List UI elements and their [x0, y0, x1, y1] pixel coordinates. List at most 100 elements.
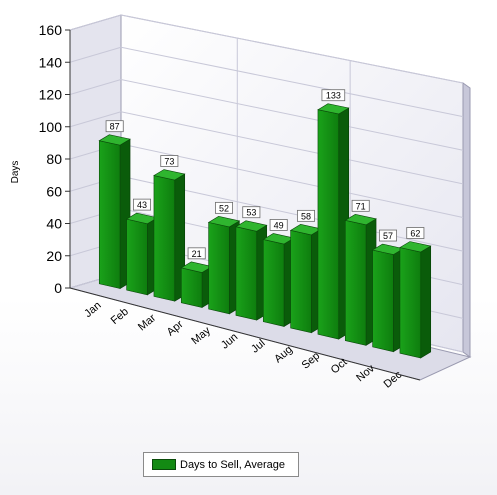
data-label: 62 — [406, 227, 425, 239]
x-tick-label: Mar — [136, 312, 158, 334]
right-edge — [462, 82, 471, 358]
bar — [262, 233, 295, 327]
data-label-box — [187, 247, 206, 260]
data-label-text: 43 — [137, 200, 147, 210]
gridline-h — [120, 111, 464, 185]
bar — [317, 103, 350, 340]
gridline-h — [120, 46, 464, 118]
x-tick-label: Apr — [165, 318, 186, 338]
x-tick-label: Jul — [249, 337, 267, 355]
y-tick-label: 80 — [46, 151, 62, 167]
y-tick-label: 160 — [39, 22, 63, 38]
bar — [207, 216, 241, 315]
data-label-text: 62 — [410, 229, 420, 239]
bar-top — [235, 220, 268, 232]
legend: Days to Sell, Average — [143, 452, 299, 477]
gridline-side — [69, 79, 122, 95]
data-label-text: 71 — [356, 201, 366, 211]
x-tick-label: Jan — [82, 299, 103, 320]
data-label: 43 — [132, 198, 151, 211]
y-axis: 0 20 40 60 80 100 120 140 160 — [39, 22, 71, 296]
bar-top — [207, 216, 241, 228]
y-tick-label: 40 — [46, 216, 62, 232]
bar-front — [290, 229, 312, 334]
bar-top — [153, 169, 186, 181]
bar-front — [180, 267, 203, 308]
bar-top — [317, 103, 350, 115]
data-label: 57 — [378, 229, 397, 242]
x-tick-label: Feb — [109, 306, 131, 327]
bar-front — [317, 109, 340, 340]
data-label-text: 73 — [164, 157, 174, 167]
bar — [125, 212, 159, 296]
bar-front — [372, 249, 394, 353]
bar-top — [344, 213, 377, 226]
gridline-side — [69, 111, 122, 128]
data-label: 53 — [242, 206, 261, 219]
bar — [289, 224, 323, 334]
bar — [98, 134, 131, 290]
bar-front — [344, 219, 367, 346]
bar-front — [126, 218, 148, 296]
data-label-box — [132, 198, 151, 211]
y-tick-label: 0 — [54, 280, 62, 296]
data-label: 58 — [296, 209, 315, 222]
x-axis-line — [69, 287, 421, 381]
data-label-text: 21 — [192, 249, 202, 259]
y-axis-title: Days — [10, 161, 21, 184]
bar — [371, 243, 405, 353]
data-label-box — [214, 201, 233, 214]
bar — [344, 213, 377, 346]
bar-front — [262, 239, 285, 327]
data-label-box — [406, 227, 425, 239]
data-label-text: 57 — [383, 231, 393, 241]
data-label-box — [351, 199, 370, 212]
bar-front — [98, 140, 121, 289]
data-label-box — [296, 209, 315, 222]
bar-front — [153, 175, 176, 302]
legend-swatch — [152, 459, 176, 470]
data-label-box — [160, 155, 179, 167]
bar-top — [98, 134, 131, 146]
data-label-text: 52 — [219, 203, 229, 213]
gridline-h — [120, 14, 464, 84]
y-tick-label: 20 — [46, 248, 62, 264]
legend-label: Days to Sell, Average — [180, 458, 285, 471]
bar-front — [235, 226, 258, 321]
data-label-text: 58 — [301, 211, 311, 221]
bar-side — [420, 245, 432, 359]
bar — [180, 261, 213, 309]
gridline-h — [120, 79, 464, 151]
x-tick-label: Jun — [219, 331, 240, 352]
data-label-text: 87 — [110, 122, 120, 132]
data-label: 133 — [321, 89, 346, 102]
x-tick-label: May — [189, 324, 213, 347]
data-label: 49 — [269, 219, 288, 231]
data-label: 87 — [105, 120, 124, 133]
data-label-box — [269, 219, 288, 231]
data-label-box — [242, 206, 261, 219]
y-tick-label: 100 — [39, 119, 63, 135]
bar — [153, 169, 186, 302]
data-label-text: 53 — [246, 208, 256, 218]
bar — [235, 220, 268, 321]
data-label: 21 — [187, 247, 206, 260]
data-label: 73 — [160, 155, 179, 167]
bar-front — [399, 247, 422, 359]
data-label: 52 — [214, 201, 233, 214]
bar-front — [208, 221, 230, 315]
gridline-side — [69, 46, 122, 63]
bars: 87 43 73 21 52 53 49 58 133 71 57 62 — [98, 89, 432, 359]
bar-top — [399, 241, 432, 253]
bar — [399, 241, 432, 359]
data-label-box — [105, 120, 124, 133]
gridline-side — [69, 14, 122, 31]
y-tick-label: 60 — [46, 183, 62, 199]
data-label: 71 — [351, 199, 370, 212]
data-label-text: 133 — [326, 91, 341, 101]
data-label-box — [321, 89, 346, 102]
y-tick-label: 120 — [39, 87, 63, 103]
x-tick-label: Aug — [272, 344, 295, 366]
data-label-box — [378, 229, 397, 242]
